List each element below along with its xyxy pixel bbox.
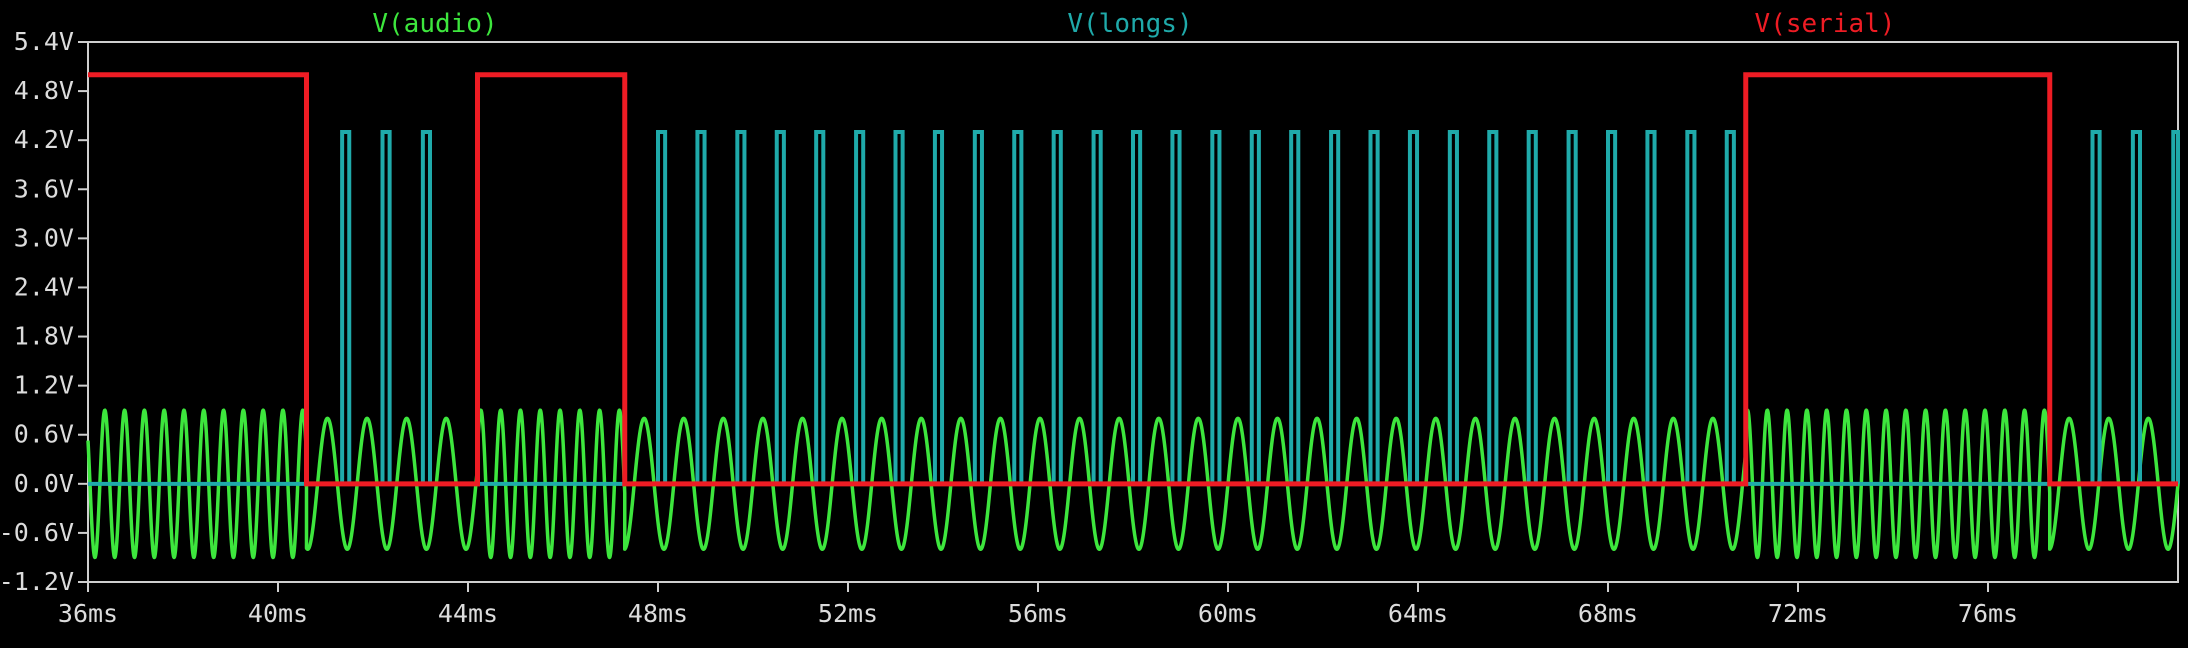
y-tick-label: 4.8V xyxy=(14,76,74,105)
traces xyxy=(86,72,2180,560)
x-tick-label: 72ms xyxy=(1768,599,1828,628)
y-tick-label: -1.2V xyxy=(0,567,74,596)
y-axis: 5.4V 4.8V 4.2V 3.6V 3.0V 2.4V 1.8V 1.2V 0.6V 0.0V… xyxy=(0,27,88,596)
y-tick-label: 0.6V xyxy=(14,420,74,449)
series-serial-line xyxy=(88,72,2178,487)
y-tick-label: 5.4V xyxy=(14,27,74,56)
x-tick-label: 48ms xyxy=(628,599,688,628)
y-tick-label: 3.0V xyxy=(14,223,74,252)
y-tick-label: 1.2V xyxy=(14,371,74,400)
legend-item: V(longs) xyxy=(1067,9,1192,39)
y-tick-label: 0.0V xyxy=(14,469,74,498)
x-tick-label: 64ms xyxy=(1388,599,1448,628)
legend-item: V(audio) xyxy=(372,9,497,39)
x-tick-label: 36ms xyxy=(58,599,118,628)
x-axis: 36ms 40ms 44ms 48ms 52ms 56ms 60ms 64ms 68ms 72ms… xyxy=(58,582,2018,628)
y-tick-label: 1.8V xyxy=(14,322,74,351)
legend-item: V(serial) xyxy=(1755,9,1896,39)
x-tick-label: 76ms xyxy=(1958,599,2018,628)
x-tick-label: 68ms xyxy=(1578,599,1638,628)
legend: V(audio) V(longs) V(serial) xyxy=(372,9,1895,39)
x-tick-label: 60ms xyxy=(1198,599,1258,628)
x-tick-label: 44ms xyxy=(438,599,498,628)
y-tick-label: 4.2V xyxy=(14,125,74,154)
y-tick-label: 3.6V xyxy=(14,174,74,203)
x-tick-label: 56ms xyxy=(1008,599,1068,628)
x-tick-label: 52ms xyxy=(818,599,878,628)
y-tick-label: -0.6V xyxy=(0,518,74,547)
y-tick-label: 2.4V xyxy=(14,272,74,301)
x-tick-label: 40ms xyxy=(248,599,308,628)
